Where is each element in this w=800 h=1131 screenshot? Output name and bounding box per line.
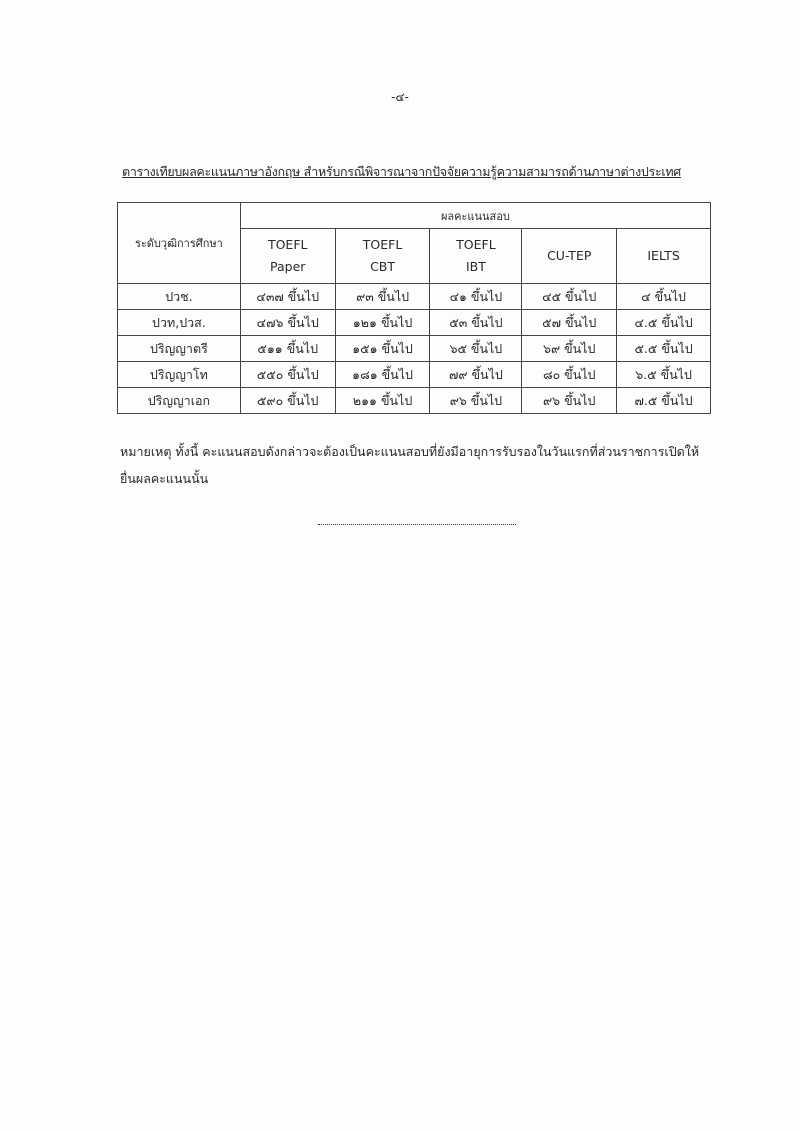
column-header-text: Paper [270,259,306,274]
score-cell: ๗๙ ขึ้นไป [429,361,523,388]
level-cell: ปริญญาตรี [117,335,241,362]
score-cell: ๔๗๖ ขึ้นไป [239,309,336,336]
score-cell: ๕๕๐ ขึ้นไป [239,361,336,388]
column-header-text: TOEFL [267,237,308,252]
table-row: ปวท,ปวส. ๔๗๖ ขึ้นไป ๑๒๑ ขึ้นไป ๕๓ ขึ้นไป ๕๗ … [117,309,711,336]
dotted-divider [318,524,516,525]
score-cell: ๘๐ ขึ้นไป [521,361,618,388]
score-cell: ๔๑ ขึ้นไป [429,283,523,310]
page-number: -๔- [391,90,409,104]
column-header-text: CBT [370,259,396,274]
score-cell: ๑๒๑ ขึ้นไป [334,309,431,336]
column-header-text: IBT [465,259,486,274]
score-cell: ๗.๕ ขึ้นไป [616,387,711,414]
score-cell: ๔๕ ขึ้นไป [521,283,618,310]
column-header: TOEFL CBT [334,228,431,284]
column-header: TOEFL Paper [239,228,336,284]
score-cell: ๑๕๑ ขึ้นไป [334,335,431,362]
table-row: ปริญญาโท ๕๕๐ ขึ้นไป ๑๘๑ ขึ้นไป ๗๙ ขึ้นไป ๘๐ … [117,361,711,388]
score-cell: ๙๖ ขึ้นไป [521,387,618,414]
table-row: ปวช. ๔๓๗ ขึ้นไป ๙๓ ขึ้นไป ๔๑ ขึ้นไป ๔๕ ขึ้นไ… [117,283,711,310]
column-header: CU-TEP [521,228,618,284]
document-title: ตารางเทียบผลคะแนนภาษาอังกฤษ สำหรับกรณีพิ… [122,164,681,179]
level-cell: ปริญญาเอก [117,387,241,414]
score-cell: ๔.๕ ขึ้นไป [616,309,711,336]
group-header: ผลคะแนนสอบ [239,202,712,229]
score-cell: ๖๙ ขึ้นไป [521,335,618,362]
score-cell: ๔๓๗ ขึ้นไป [239,283,336,310]
score-cell: ๕๑๑ ขึ้นไป [239,335,336,362]
score-cell: ๔ ขึ้นไป [616,283,711,310]
score-table: ระดับวุฒิการศึกษา ผลคะแนนสอบ TOEFL Paper TO… [117,202,712,414]
score-cell: ๙๖ ขึ้นไป [429,387,523,414]
score-cell: ๕๓ ขึ้นไป [429,309,523,336]
column-header: TOEFL IBT [429,228,523,284]
row-header: ระดับวุฒิการศึกษา [117,202,241,284]
level-cell: ปวช. [117,283,241,310]
score-cell: ๒๑๑ ขึ้นไป [334,387,431,414]
level-cell: ปวท,ปวส. [117,309,241,336]
column-header-text: TOEFL [362,237,403,252]
column-header-text: IELTS [647,248,680,263]
score-cell: ๕๙๐ ขึ้นไป [239,387,336,414]
score-cell: ๕.๕ ขึ้นไป [616,335,711,362]
score-cell: ๖๕ ขึ้นไป [429,335,523,362]
table-row: ปริญญาตรี ๕๑๑ ขึ้นไป ๑๕๑ ขึ้นไป ๖๕ ขึ้นไป ๖๙… [117,335,711,362]
column-header: IELTS [616,228,711,284]
score-cell: ๙๓ ขึ้นไป [334,283,431,310]
column-header-text: CU-TEP [547,248,592,263]
score-cell: ๕๗ ขึ้นไป [521,309,618,336]
column-header-text: TOEFL [456,237,496,252]
table-row: ปริญญาเอก ๕๙๐ ขึ้นไป ๒๑๑ ขึ้นไป ๙๖ ขึ้นไป ๙๖… [117,387,711,414]
level-cell: ปริญญาโท [117,361,241,388]
score-cell: ๑๘๑ ขึ้นไป [334,361,431,388]
note: หมายเหตุ ทั้งนี้ คะแนนสอบดังกล่าวจะต้องเ… [120,444,700,486]
score-cell: ๖.๕ ขึ้นไป [616,361,711,388]
